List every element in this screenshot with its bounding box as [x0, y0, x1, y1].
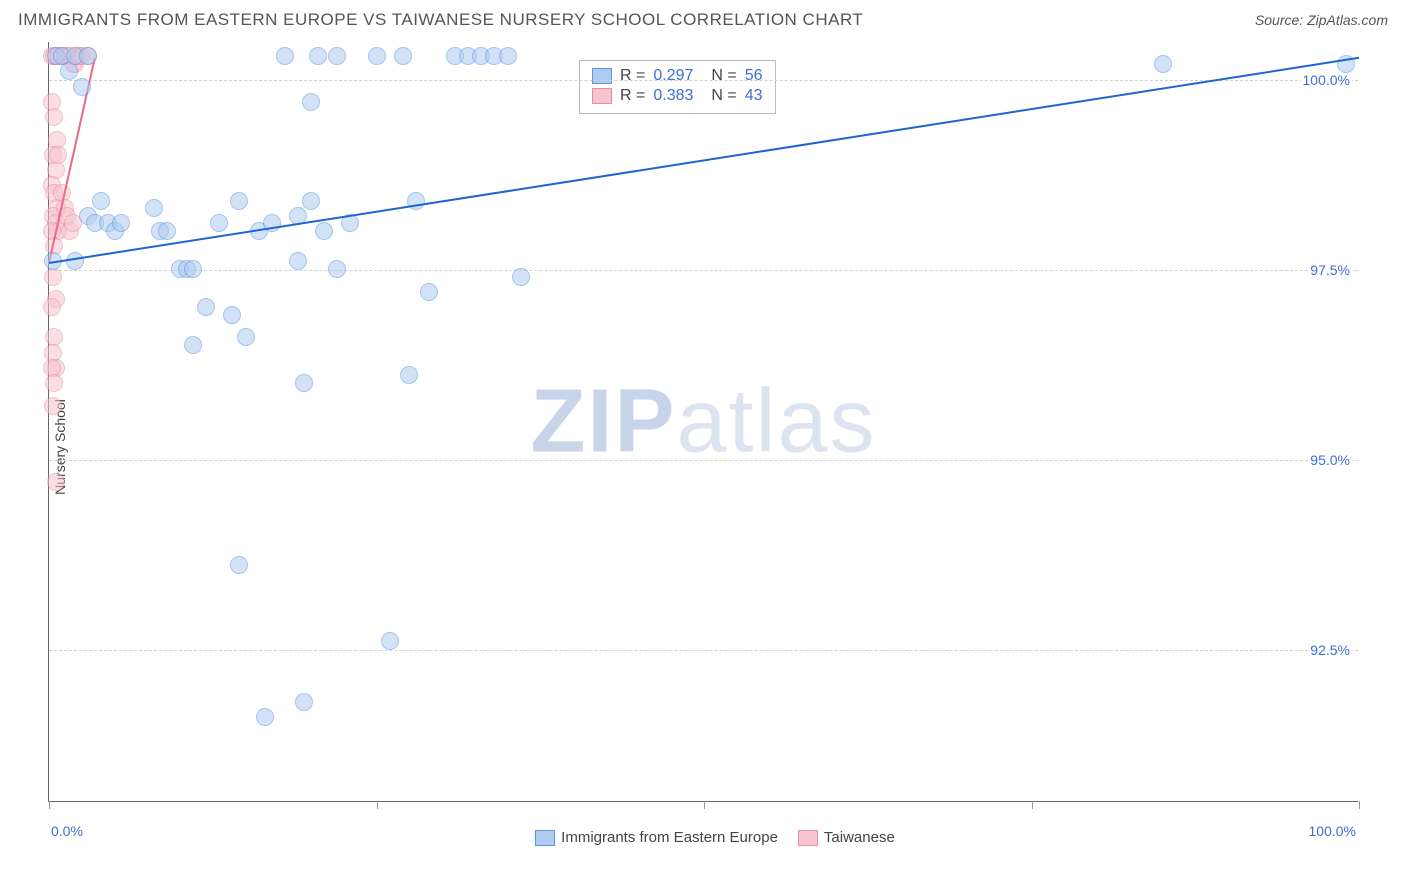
n-value: 56 [745, 67, 763, 85]
r-label: R = [620, 87, 645, 105]
stats-legend-row: R = 0.383 N = 43 [592, 87, 763, 105]
legend-swatch [535, 830, 555, 846]
x-tick [1359, 801, 1360, 809]
data-point [394, 47, 412, 65]
legend-label: Taiwanese [824, 829, 895, 846]
n-label: N = [711, 67, 736, 85]
data-point [295, 374, 313, 392]
plot-region: ZIPatlas R = 0.297 N = 56 R = 0.383 N = 43 92.5… [48, 42, 1358, 802]
watermark: ZIPatlas [530, 370, 876, 473]
data-point [276, 47, 294, 65]
data-point [381, 632, 399, 650]
data-point [158, 222, 176, 240]
data-point [45, 108, 63, 126]
data-point [400, 366, 418, 384]
n-value: 43 [745, 87, 763, 105]
data-point [302, 93, 320, 111]
data-point [368, 47, 386, 65]
data-point [499, 47, 517, 65]
data-point [256, 708, 274, 726]
data-point [309, 47, 327, 65]
data-point [49, 146, 67, 164]
x-tick [49, 801, 50, 809]
stats-legend-row: R = 0.297 N = 56 [592, 67, 763, 85]
data-point [47, 473, 65, 491]
bottom-legend: Immigrants from Eastern Europe Taiwanese [40, 829, 1390, 846]
stats-legend: R = 0.297 N = 56 R = 0.383 N = 43 [579, 60, 776, 114]
data-point [43, 298, 61, 316]
legend-swatch [592, 68, 612, 84]
x-tick [1032, 801, 1033, 809]
data-point [328, 47, 346, 65]
data-point [45, 374, 63, 392]
data-point [315, 222, 333, 240]
r-value: 0.383 [653, 87, 693, 105]
legend-swatch [592, 88, 612, 104]
data-point [184, 336, 202, 354]
gridline [49, 270, 1358, 271]
legend-item: Taiwanese [798, 829, 895, 846]
data-point [184, 260, 202, 278]
data-point [302, 192, 320, 210]
n-label: N = [711, 87, 736, 105]
chart-area: Nursery School ZIPatlas R =0.297N =56R =… [40, 42, 1390, 852]
data-point [112, 214, 130, 232]
chart-title: IMMIGRANTS FROM EASTERN EUROPE VS TAIWAN… [18, 10, 863, 30]
data-point [328, 260, 346, 278]
y-tick-label: 95.0% [1308, 452, 1352, 468]
legend-item: Immigrants from Eastern Europe [535, 829, 778, 846]
watermark-rest: atlas [676, 371, 876, 471]
gridline [49, 460, 1358, 461]
r-label: R = [620, 67, 645, 85]
gridline [49, 80, 1358, 81]
data-point [237, 328, 255, 346]
data-point [79, 47, 97, 65]
y-tick-label: 100.0% [1301, 72, 1352, 88]
y-tick-label: 97.5% [1308, 262, 1352, 278]
data-point [73, 78, 91, 96]
data-point [66, 252, 84, 270]
data-point [92, 192, 110, 210]
data-point [1154, 55, 1172, 73]
data-point [44, 397, 62, 415]
x-tick [377, 801, 378, 809]
data-point [223, 306, 241, 324]
data-point [230, 556, 248, 574]
gridline [49, 650, 1358, 651]
y-tick-label: 92.5% [1308, 642, 1352, 658]
legend-swatch [798, 830, 818, 846]
data-point [145, 199, 163, 217]
legend-label: Immigrants from Eastern Europe [561, 829, 778, 846]
r-value: 0.297 [653, 67, 693, 85]
data-point [289, 252, 307, 270]
watermark-bold: ZIP [530, 371, 676, 471]
data-point [230, 192, 248, 210]
data-point [512, 268, 530, 286]
data-point [210, 214, 228, 232]
x-tick [704, 801, 705, 809]
data-point [197, 298, 215, 316]
source-label: Source: ZipAtlas.com [1255, 12, 1388, 28]
data-point [420, 283, 438, 301]
data-point [295, 693, 313, 711]
